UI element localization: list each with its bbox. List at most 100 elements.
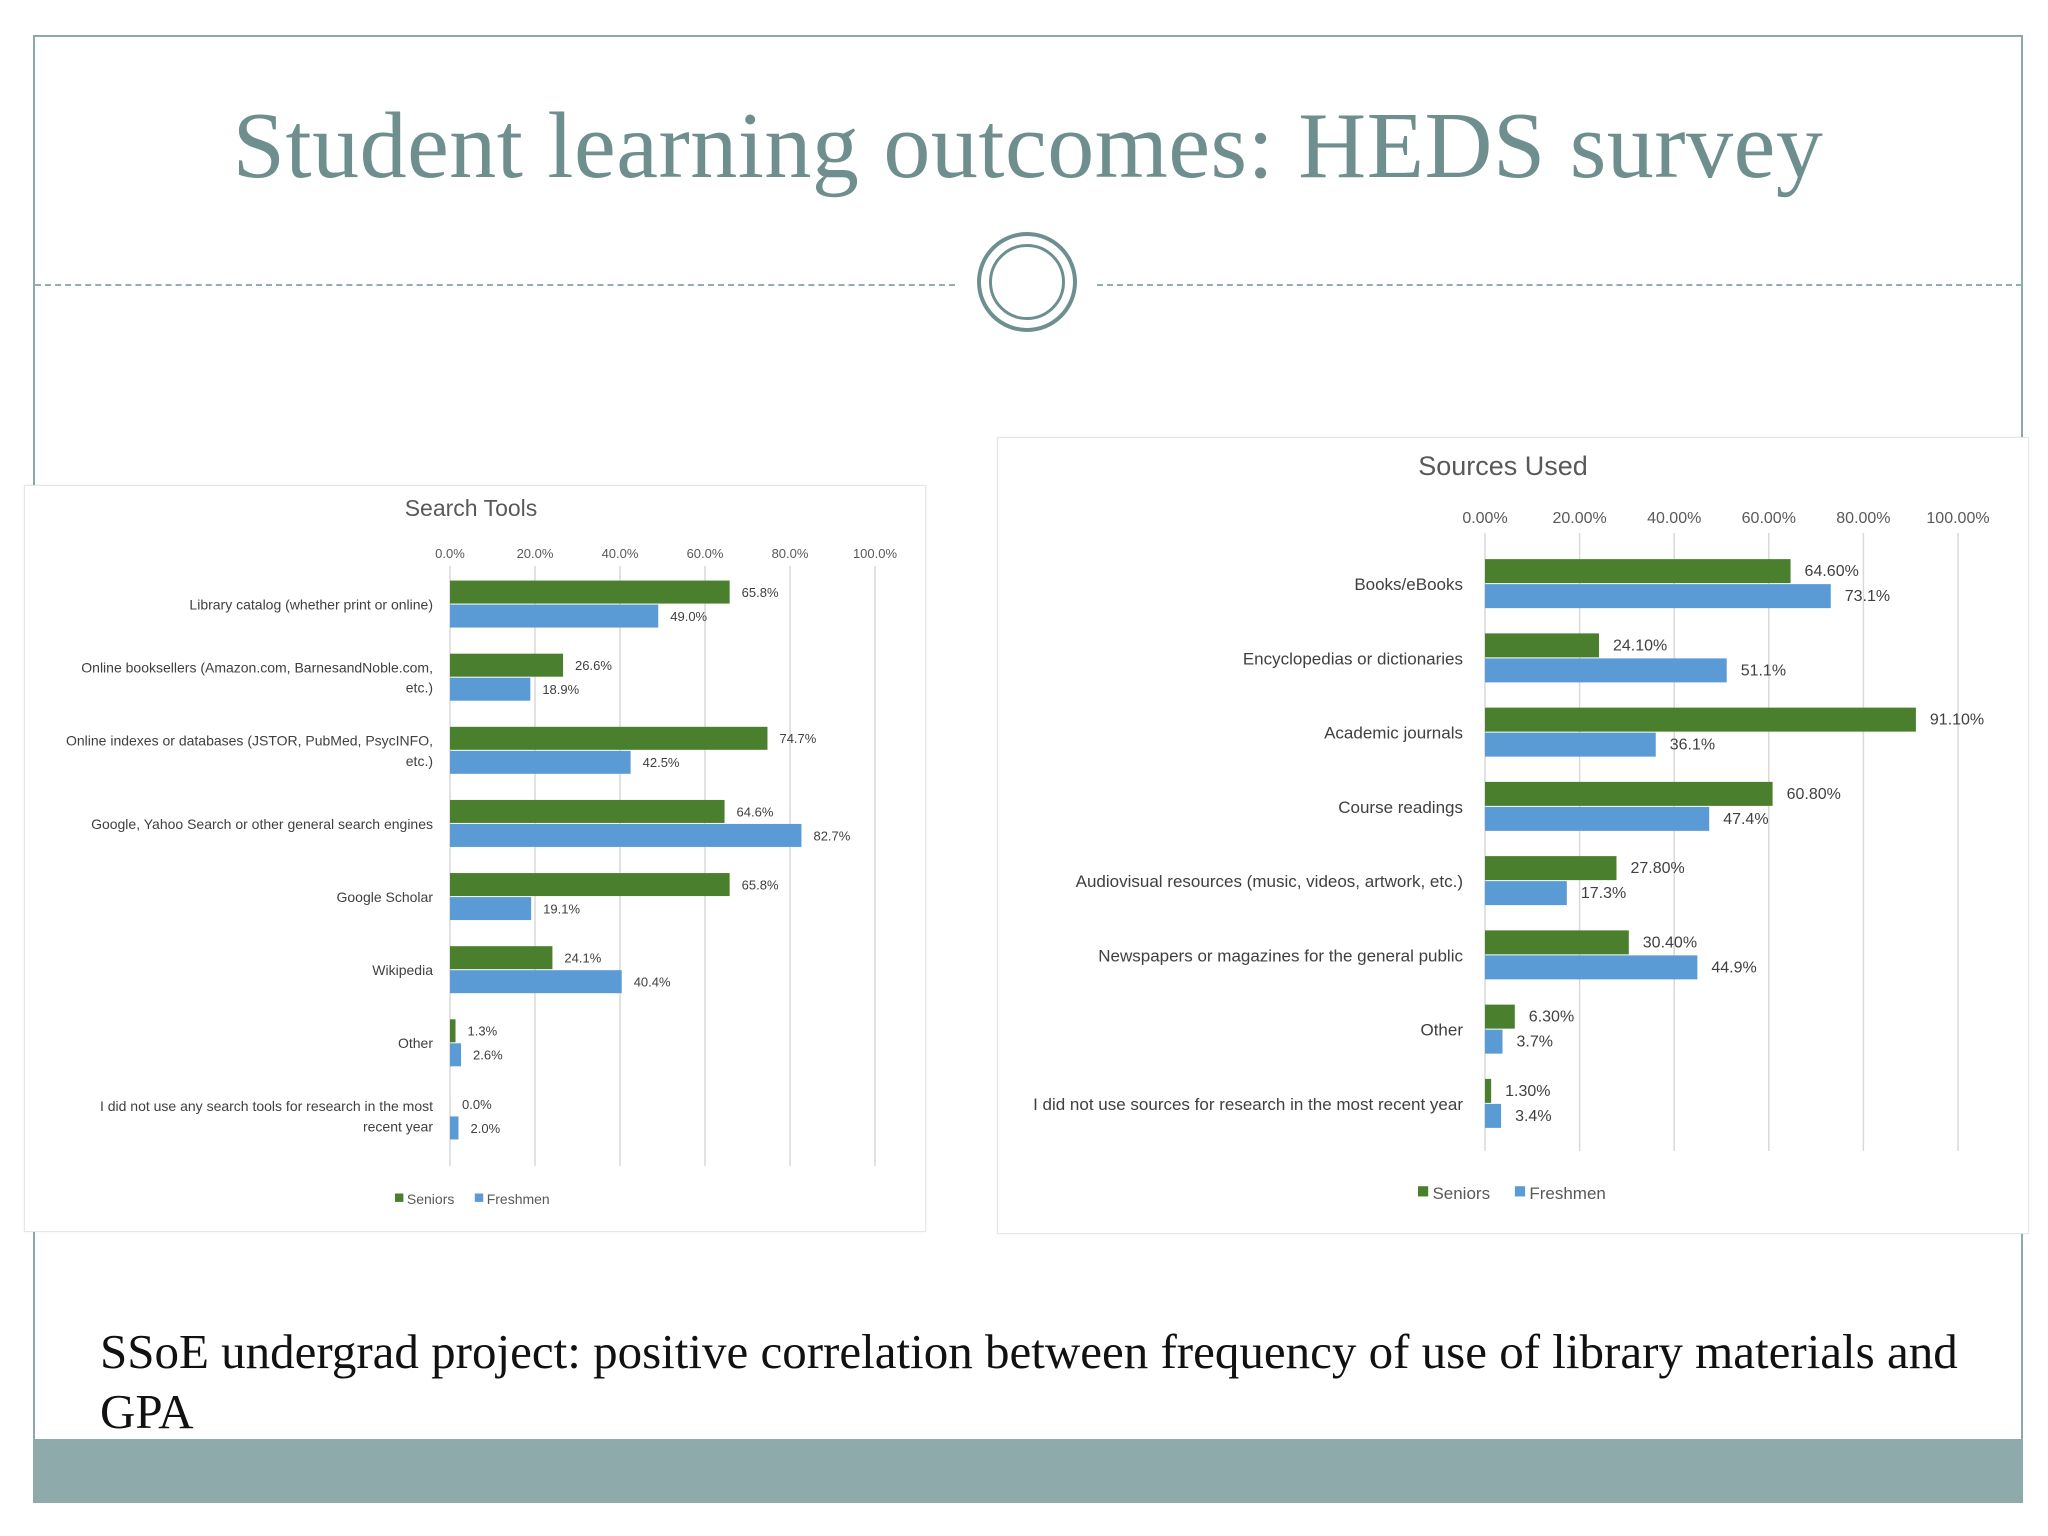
bar-seniors [1485,707,1916,732]
data-label: 19.1% [543,901,580,916]
bar-seniors [450,1019,456,1043]
bar-freshmen [1485,732,1656,757]
legend-entry: Seniors [407,1191,454,1207]
bar-freshmen [450,1116,459,1140]
data-label: 65.8% [742,585,779,600]
bar-freshmen [450,677,531,701]
bar-seniors [1485,930,1629,955]
data-label: 27.80% [1630,860,1684,877]
category-label: Course readings [1338,798,1463,817]
x-tick-label: 0.00% [1462,510,1507,527]
data-label: 82.7% [813,828,850,843]
bar-seniors [1485,781,1773,806]
slide-body-text: SSoE undergrad project: positive correla… [100,1324,1958,1439]
data-label: 24.10% [1613,637,1667,654]
bar-seniors [1485,559,1791,584]
x-tick-label: 80.0% [772,546,809,561]
data-label: 64.60% [1805,563,1859,580]
category-label: Other [398,1035,433,1051]
data-label: 49.0% [670,609,707,624]
category-label: I did not use sources for research in th… [1033,1095,1463,1114]
data-label: 18.9% [542,682,579,697]
category-label: Wikipedia [372,962,433,978]
data-label: 64.6% [737,804,774,819]
bar-freshmen [1485,1029,1503,1054]
data-label: 74.7% [779,731,816,746]
bar-seniors [1485,856,1617,881]
category-label: Google, Yahoo Search or other general se… [91,816,433,832]
data-label: 6.30% [1529,1009,1574,1026]
bar-freshmen [1485,584,1831,609]
bar-freshmen [450,823,802,847]
bar-freshmen [450,750,631,774]
bar-freshmen [1485,881,1567,906]
x-tick-label: 20.00% [1552,510,1606,527]
search-tools-chart-panel: Search Tools 0.0% 20.0% 40.0% 60.0% 80.0% 100.… [24,485,926,1232]
bar-freshmen [450,897,532,921]
category-label: Online indexes or databases (JSTOR, PubM… [66,733,433,769]
data-label: 3.7% [1517,1034,1553,1051]
x-tick-label: 60.0% [687,546,724,561]
category-label: Online booksellers (Amazon.com, Barnesan… [81,659,433,695]
bar-seniors [1485,1078,1492,1103]
bar-seniors [450,946,553,970]
bar-seniors [450,726,768,750]
category-label: Academic journals [1324,724,1463,743]
legend-entry: Freshmen [1529,1184,1606,1203]
data-label: 60.80% [1787,786,1841,803]
bar-freshmen [450,970,622,994]
data-label: 42.5% [643,755,680,770]
legend-entry: Freshmen [487,1191,550,1207]
data-label: 51.1% [1741,662,1786,679]
x-tick-label: 20.0% [517,546,554,561]
bar-seniors [450,799,725,823]
data-label: 73.1% [1845,588,1890,605]
search-tools-chart: Search Tools 0.0% 20.0% 40.0% 60.0% 80.0% 100.… [66,495,898,1207]
legend-entry: Seniors [1432,1184,1490,1203]
bar-freshmen [450,604,659,628]
legend-swatch [1418,1186,1429,1197]
data-label: 2.6% [473,1048,503,1063]
data-label: 91.10% [1930,712,1984,729]
x-tick-label: 0.0% [435,546,465,561]
category-label: I did not use any search tools for resea… [100,1098,433,1134]
divider-left [35,284,955,286]
category-label: Audiovisual resources (music, videos, ar… [1076,872,1463,891]
circle-ornament [977,232,1077,332]
data-label: 30.40% [1643,934,1697,951]
bar-freshmen [1485,1103,1502,1128]
bar-seniors [450,580,730,604]
data-label: 3.4% [1515,1108,1551,1125]
category-label: Other [1420,1021,1463,1040]
category-label: Books/eBooks [1354,575,1463,594]
data-label: 17.3% [1581,885,1626,902]
data-label: 40.4% [634,975,671,990]
chart-title: Sources Used [1418,451,1588,481]
x-tick-label: 60.00% [1742,510,1796,527]
data-label: 36.1% [1670,737,1715,754]
sources-used-chart-panel: Sources Used 0.00% 20.00% 40.00% 60.00% 80.00… [997,437,2029,1234]
divider-right [1097,284,2022,286]
bar-seniors [1485,1004,1515,1029]
category-label: Library catalog (whether print or online… [189,596,433,612]
legend-swatch [474,1193,484,1202]
x-tick-label: 80.00% [1836,510,1890,527]
data-label: 1.3% [468,1024,498,1039]
sources-used-chart: Sources Used 0.00% 20.00% 40.00% 60.00% 80.00… [1033,451,1990,1203]
bar-freshmen [450,1043,462,1067]
category-label: Google Scholar [336,889,433,905]
category-label: Encyclopedias or dictionaries [1243,649,1463,668]
data-label: 47.4% [1723,811,1768,828]
bar-seniors [1485,633,1599,658]
legend-swatch [1514,1186,1526,1197]
x-tick-label: 100.0% [853,546,898,561]
footer-band [33,1439,2023,1503]
bar-freshmen [1485,955,1698,980]
chart-title: Search Tools [405,495,538,521]
x-tick-label: 40.00% [1647,510,1701,527]
legend-swatch [395,1193,404,1202]
data-label: 0.0% [462,1097,492,1112]
slide-title: Student learning outcomes: HEDS survey [232,94,1824,198]
data-label: 24.1% [564,951,601,966]
bar-freshmen [1485,806,1710,831]
